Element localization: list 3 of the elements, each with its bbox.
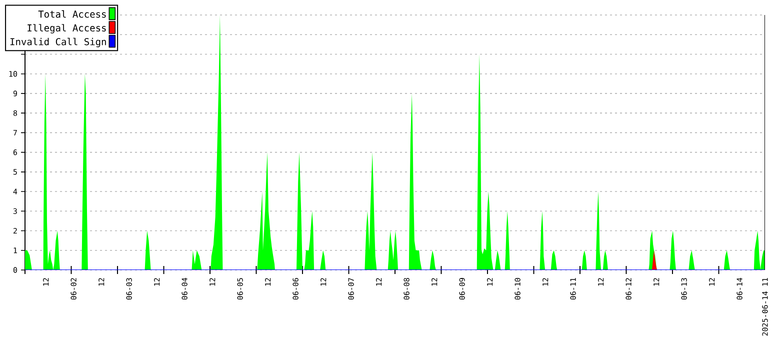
legend-label: Total Access xyxy=(38,10,106,18)
legend-label: Illegal Access xyxy=(28,24,106,34)
legend-label: Invalid Call Sign xyxy=(10,38,106,48)
